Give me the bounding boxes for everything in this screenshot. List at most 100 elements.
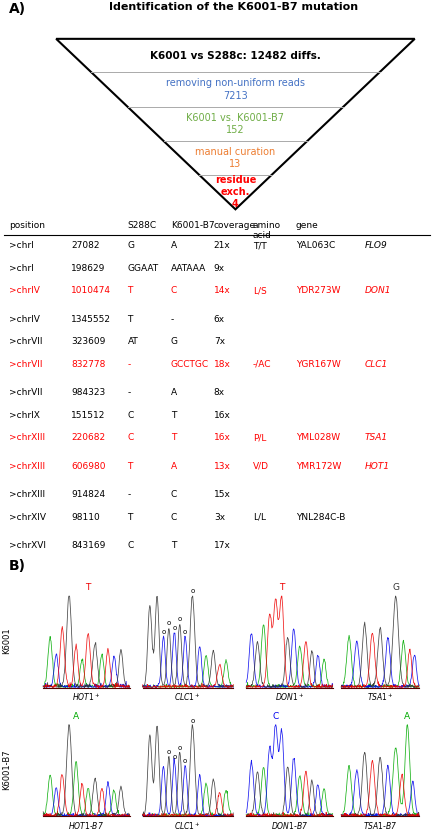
Text: 13x: 13x bbox=[214, 461, 231, 471]
Text: >chrXIV: >chrXIV bbox=[9, 513, 46, 522]
Text: 1345552: 1345552 bbox=[71, 315, 111, 324]
Text: o: o bbox=[172, 754, 176, 759]
Text: YMR172W: YMR172W bbox=[296, 461, 341, 471]
Text: >chrXVI: >chrXVI bbox=[9, 541, 46, 550]
Text: o: o bbox=[191, 588, 194, 594]
Text: T/T: T/T bbox=[253, 242, 267, 251]
Text: >chrXIII: >chrXIII bbox=[9, 461, 45, 471]
Text: $CLC1^+$: $CLC1^+$ bbox=[175, 820, 201, 830]
Text: 198629: 198629 bbox=[71, 264, 106, 273]
Text: 16x: 16x bbox=[214, 411, 231, 420]
Text: >chrIV: >chrIV bbox=[9, 315, 39, 324]
Text: A): A) bbox=[9, 2, 26, 16]
Text: K6001-B7: K6001-B7 bbox=[2, 749, 11, 790]
Text: manual curation
13: manual curation 13 bbox=[195, 147, 276, 169]
Text: YNL284C-B: YNL284C-B bbox=[296, 513, 345, 522]
Text: YAL063C: YAL063C bbox=[296, 242, 335, 251]
Text: YML028W: YML028W bbox=[296, 433, 340, 442]
Text: K6001 vs S288c: 12482 diffs.: K6001 vs S288c: 12482 diffs. bbox=[150, 51, 321, 61]
Text: $CLC1^+$: $CLC1^+$ bbox=[175, 691, 201, 703]
Text: B): B) bbox=[9, 559, 25, 573]
Text: >chrXIII: >chrXIII bbox=[9, 433, 45, 442]
Text: >chrVII: >chrVII bbox=[9, 337, 42, 346]
Text: $HOT1^+$: $HOT1^+$ bbox=[72, 691, 101, 703]
Text: 151512: 151512 bbox=[71, 411, 106, 420]
Text: 220682: 220682 bbox=[71, 433, 105, 442]
Text: -: - bbox=[127, 388, 131, 398]
Text: gene: gene bbox=[296, 221, 319, 230]
Text: -: - bbox=[127, 491, 131, 500]
Text: 914824: 914824 bbox=[71, 491, 105, 500]
Text: 323609: 323609 bbox=[71, 337, 106, 346]
Text: >chrVII: >chrVII bbox=[9, 359, 42, 369]
Text: C: C bbox=[127, 411, 133, 420]
Text: A: A bbox=[404, 711, 410, 720]
Text: o: o bbox=[183, 629, 187, 635]
Text: T: T bbox=[171, 541, 176, 550]
Text: -: - bbox=[171, 315, 174, 324]
Text: T: T bbox=[127, 286, 133, 295]
Text: TSA1: TSA1 bbox=[365, 433, 388, 442]
Text: o: o bbox=[167, 620, 171, 626]
Text: K6001 vs. K6001-B7
152: K6001 vs. K6001-B7 152 bbox=[187, 113, 284, 135]
Text: Identification of the K6001-B7 mutation: Identification of the K6001-B7 mutation bbox=[109, 2, 358, 12]
Text: $HOT1$-B7: $HOT1$-B7 bbox=[68, 820, 105, 830]
Text: DON1: DON1 bbox=[365, 286, 391, 295]
Text: T: T bbox=[86, 583, 91, 592]
Text: $TSA1^+$: $TSA1^+$ bbox=[367, 691, 394, 703]
Text: T: T bbox=[127, 315, 133, 324]
Text: >chrXIII: >chrXIII bbox=[9, 491, 45, 500]
Text: -/AC: -/AC bbox=[253, 359, 271, 369]
Text: A: A bbox=[171, 242, 177, 251]
Text: o: o bbox=[172, 625, 176, 631]
Text: 98110: 98110 bbox=[71, 513, 100, 522]
Text: K6001: K6001 bbox=[2, 627, 11, 654]
Text: T: T bbox=[127, 461, 133, 471]
Text: coverage: coverage bbox=[214, 221, 256, 230]
Text: $DON1^+$: $DON1^+$ bbox=[275, 691, 304, 703]
Text: >chrIX: >chrIX bbox=[9, 411, 39, 420]
Text: -: - bbox=[127, 359, 131, 369]
Text: position: position bbox=[9, 221, 44, 230]
Text: P/L: P/L bbox=[253, 433, 266, 442]
Text: >chrI: >chrI bbox=[9, 242, 33, 251]
Text: T: T bbox=[127, 513, 133, 522]
Text: S288C: S288C bbox=[127, 221, 156, 230]
Text: K6001-B7: K6001-B7 bbox=[171, 221, 214, 230]
Text: 6x: 6x bbox=[214, 315, 225, 324]
Text: C: C bbox=[127, 433, 133, 442]
Text: o: o bbox=[183, 758, 187, 764]
Text: T: T bbox=[171, 411, 176, 420]
Text: 21x: 21x bbox=[214, 242, 231, 251]
Text: o: o bbox=[178, 616, 182, 622]
Text: 14x: 14x bbox=[214, 286, 231, 295]
Text: 843169: 843169 bbox=[71, 541, 106, 550]
Text: G: G bbox=[127, 242, 134, 251]
Text: GGAAT: GGAAT bbox=[127, 264, 159, 273]
Text: FLO9: FLO9 bbox=[365, 242, 388, 251]
Text: C: C bbox=[171, 513, 177, 522]
Text: YDR273W: YDR273W bbox=[296, 286, 340, 295]
Text: o: o bbox=[167, 749, 171, 755]
Text: A: A bbox=[171, 388, 177, 398]
Text: $DON1$-B7: $DON1$-B7 bbox=[271, 820, 308, 830]
Text: C: C bbox=[171, 286, 177, 295]
Text: $TSA1$-B7: $TSA1$-B7 bbox=[363, 820, 397, 830]
Text: o: o bbox=[161, 629, 165, 635]
Text: 18x: 18x bbox=[214, 359, 231, 369]
Text: 606980: 606980 bbox=[71, 461, 106, 471]
Text: 7x: 7x bbox=[214, 337, 225, 346]
Text: 1010474: 1010474 bbox=[71, 286, 111, 295]
Text: G: G bbox=[392, 583, 399, 592]
Text: 27082: 27082 bbox=[71, 242, 100, 251]
Text: 15x: 15x bbox=[214, 491, 231, 500]
Text: C: C bbox=[171, 491, 177, 500]
Text: o: o bbox=[191, 718, 194, 724]
Text: o: o bbox=[178, 745, 182, 750]
Text: L/L: L/L bbox=[253, 513, 266, 522]
Text: residue
exch.
4: residue exch. 4 bbox=[215, 174, 256, 209]
Text: amino
acid: amino acid bbox=[253, 221, 281, 241]
Text: 984323: 984323 bbox=[71, 388, 105, 398]
Text: HOT1: HOT1 bbox=[365, 461, 390, 471]
Text: 9x: 9x bbox=[214, 264, 225, 273]
